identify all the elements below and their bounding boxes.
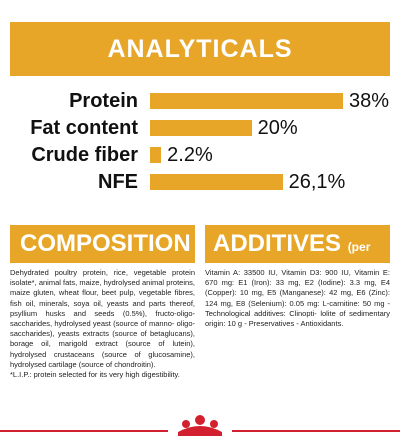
analytics-row: Crude fiber 2.2% xyxy=(0,144,400,166)
row-label: Fat content xyxy=(30,117,138,139)
composition-text: Dehydrated poultry protein, rice, vegeta… xyxy=(10,268,195,369)
value-label: 20% xyxy=(257,117,298,139)
logo xyxy=(178,415,222,436)
bar xyxy=(150,174,283,190)
composition-title: COMPOSITION xyxy=(20,230,191,257)
value-label: 38% xyxy=(349,90,390,112)
additives-unit: (per kg) xyxy=(213,240,371,295)
composition-body: Dehydrated poultry protein, rice, vegeta… xyxy=(10,268,195,380)
bar xyxy=(150,120,252,136)
bar xyxy=(150,147,162,163)
row-label: Protein xyxy=(69,90,138,112)
row-label: Crude fiber xyxy=(31,144,138,166)
bar xyxy=(150,93,344,109)
composition-header: COMPOSITION xyxy=(10,225,195,263)
value-label: 26,1% xyxy=(288,171,346,193)
header-band: ANALYTICALS CONSTITUENTS xyxy=(10,22,390,117)
additives-title: ADDITIVES xyxy=(213,230,342,257)
composition-footnote: *L.I.P.: protein selected for its very h… xyxy=(10,370,180,380)
additives-body: Vitamin A: 33500 IU, Vitamin D3: 900 IU,… xyxy=(205,268,390,329)
additives-text: Vitamin A: 33500 IU, Vitamin D3: 900 IU,… xyxy=(205,268,390,329)
value-label: 2.2% xyxy=(167,144,213,166)
row-label: NFE xyxy=(98,171,138,193)
analytics-row: Fat content 20% xyxy=(0,117,400,139)
analytics-row: Protein 38% xyxy=(0,90,400,112)
additives-header: ADDITIVES (per kg) xyxy=(205,225,390,295)
analytics-row: NFE 26,1% xyxy=(0,171,400,193)
